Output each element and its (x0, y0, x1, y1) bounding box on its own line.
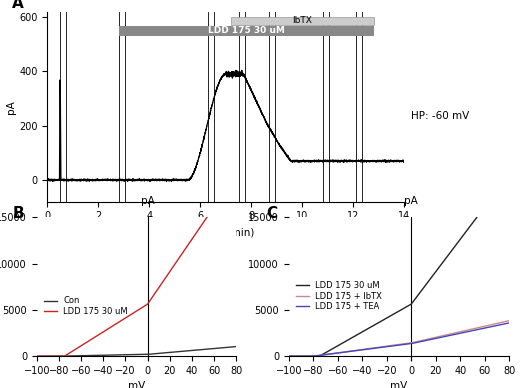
Line: LDD 175 30 uM: LDD 175 30 uM (289, 175, 509, 356)
LDD 175 30 uM (506, 172, 512, 177)
LDD 175 + IbTX (286, 354, 292, 359)
Line: LDD 175 + TEA: LDD 175 + TEA (289, 323, 509, 356)
LDD 175 + TEA (466, 329, 472, 334)
LDD 175 30 uM (501, 179, 507, 184)
LDD 175 30 uM (152, 290, 159, 295)
LDD 175 + TEA (506, 320, 512, 325)
Bar (119, 26, 374, 36)
X-axis label: Time (min): Time (min) (197, 227, 254, 237)
Con (228, 345, 235, 349)
Y-axis label: pA: pA (6, 100, 16, 114)
LDD 175 30 uM (228, 179, 235, 184)
Con (34, 354, 40, 359)
LDD 175 + TEA (390, 343, 396, 348)
LDD 175 30 uM (233, 172, 239, 177)
LDD 175 + IbTX (466, 327, 472, 332)
LDD 175 + IbTX (405, 341, 411, 346)
Text: HP: -60 mV: HP: -60 mV (412, 111, 470, 121)
Text: A: A (12, 0, 23, 11)
LDD 175 + IbTX (417, 339, 423, 343)
Text: B: B (13, 206, 25, 221)
LDD 175 + TEA (392, 343, 398, 348)
LDD 175 30 uM (286, 354, 292, 359)
X-axis label: mV: mV (128, 381, 145, 388)
LDD 175 + IbTX (392, 343, 398, 347)
Text: pA: pA (141, 196, 154, 206)
LDD 175 30 uM (417, 290, 423, 295)
LDD 175 + IbTX (390, 343, 396, 348)
LDD 175 + TEA (286, 354, 292, 359)
LDD 175 30 uM (34, 354, 40, 359)
Con (128, 352, 134, 357)
LDD 175 + IbTX (501, 319, 507, 324)
Con (152, 352, 159, 356)
Text: IbTX: IbTX (292, 16, 312, 25)
LDD 175 30 uM (142, 303, 148, 308)
Text: pA: pA (404, 196, 418, 206)
X-axis label: mV: mV (391, 381, 407, 388)
Con (197, 347, 203, 352)
Line: Con: Con (37, 346, 236, 356)
LDD 175 30 uM (390, 312, 396, 317)
LDD 175 30 uM (392, 311, 398, 316)
LDD 175 30 uM (128, 312, 134, 317)
LDD 175 + TEA (417, 340, 423, 344)
Legend: LDD 175 30 uM, LDD 175 + IbTX, LDD 175 + TEA: LDD 175 30 uM, LDD 175 + IbTX, LDD 175 +… (293, 278, 386, 315)
LDD 175 30 uM (130, 311, 136, 316)
LDD 175 + IbTX (506, 318, 512, 323)
Line: LDD 175 30 uM: LDD 175 30 uM (37, 175, 236, 356)
Text: LDD 175 30 uM: LDD 175 30 uM (208, 26, 285, 35)
LDD 175 + TEA (501, 322, 507, 326)
Line: LDD 175 + IbTX: LDD 175 + IbTX (289, 320, 509, 356)
Bar (231, 17, 374, 25)
Con (142, 352, 148, 357)
LDD 175 + TEA (405, 342, 411, 346)
LDD 175 30 uM (405, 303, 411, 308)
Legend: Con, LDD 175 30 uM: Con, LDD 175 30 uM (41, 293, 131, 319)
Con (130, 352, 136, 357)
Text: C: C (267, 206, 278, 221)
LDD 175 30 uM (466, 225, 472, 229)
Con (233, 344, 239, 349)
LDD 175 30 uM (197, 225, 203, 229)
